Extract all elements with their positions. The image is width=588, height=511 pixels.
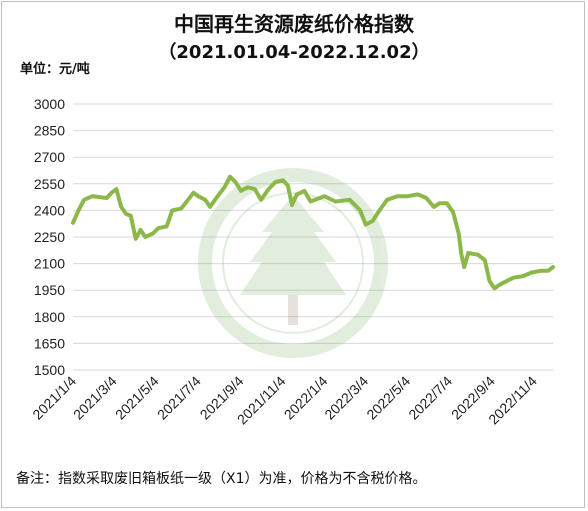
y-tick-label: 1800 xyxy=(34,309,65,325)
y-tick-label: 2550 xyxy=(34,176,65,192)
x-tick-label: 2021/3/4 xyxy=(70,373,120,423)
y-tick-label: 3000 xyxy=(34,96,65,112)
x-tick-label: 2021/5/4 xyxy=(112,373,162,423)
x-tick-label: 2021/7/4 xyxy=(154,373,204,423)
x-tick-label: 2022/7/4 xyxy=(405,373,455,423)
y-axis-ticks: 1500 1650 1800 1950 2100 2250 2400 2550 2700 2850… xyxy=(34,96,65,378)
y-tick-label: 1650 xyxy=(34,335,65,351)
y-tick-label: 2100 xyxy=(34,256,65,272)
x-tick-label: 2022/3/4 xyxy=(321,373,371,423)
y-tick-label: 2850 xyxy=(34,123,65,139)
chart-subtitle: （2021.01.04-2022.12.02） xyxy=(158,42,430,63)
gridlines xyxy=(73,103,553,371)
watermark-seal xyxy=(198,168,388,358)
chart-title: 中国再生资源废纸价格指数 xyxy=(174,12,414,36)
y-tick-label: 2400 xyxy=(34,202,65,218)
y-tick-label: 1500 xyxy=(34,362,65,378)
y-tick-label: 1950 xyxy=(34,282,65,298)
y-axis-unit-label: 单位：元/吨 xyxy=(20,62,90,77)
x-tick-label: 2022/1/4 xyxy=(281,373,331,423)
y-tick-label: 2700 xyxy=(34,149,65,165)
x-tick-label: 2022/5/4 xyxy=(363,373,413,423)
x-tick-label: 2021/1/4 xyxy=(29,373,79,423)
footnote: 备注：指数采取废旧箱板纸一级（X1）为准，价格为不含税价格。 xyxy=(16,471,427,487)
x-axis-ticks: 2021/1/42021/3/42021/5/42021/7/42021/9/4… xyxy=(29,373,540,428)
y-tick-label: 2250 xyxy=(34,229,65,245)
series-line xyxy=(71,174,555,291)
